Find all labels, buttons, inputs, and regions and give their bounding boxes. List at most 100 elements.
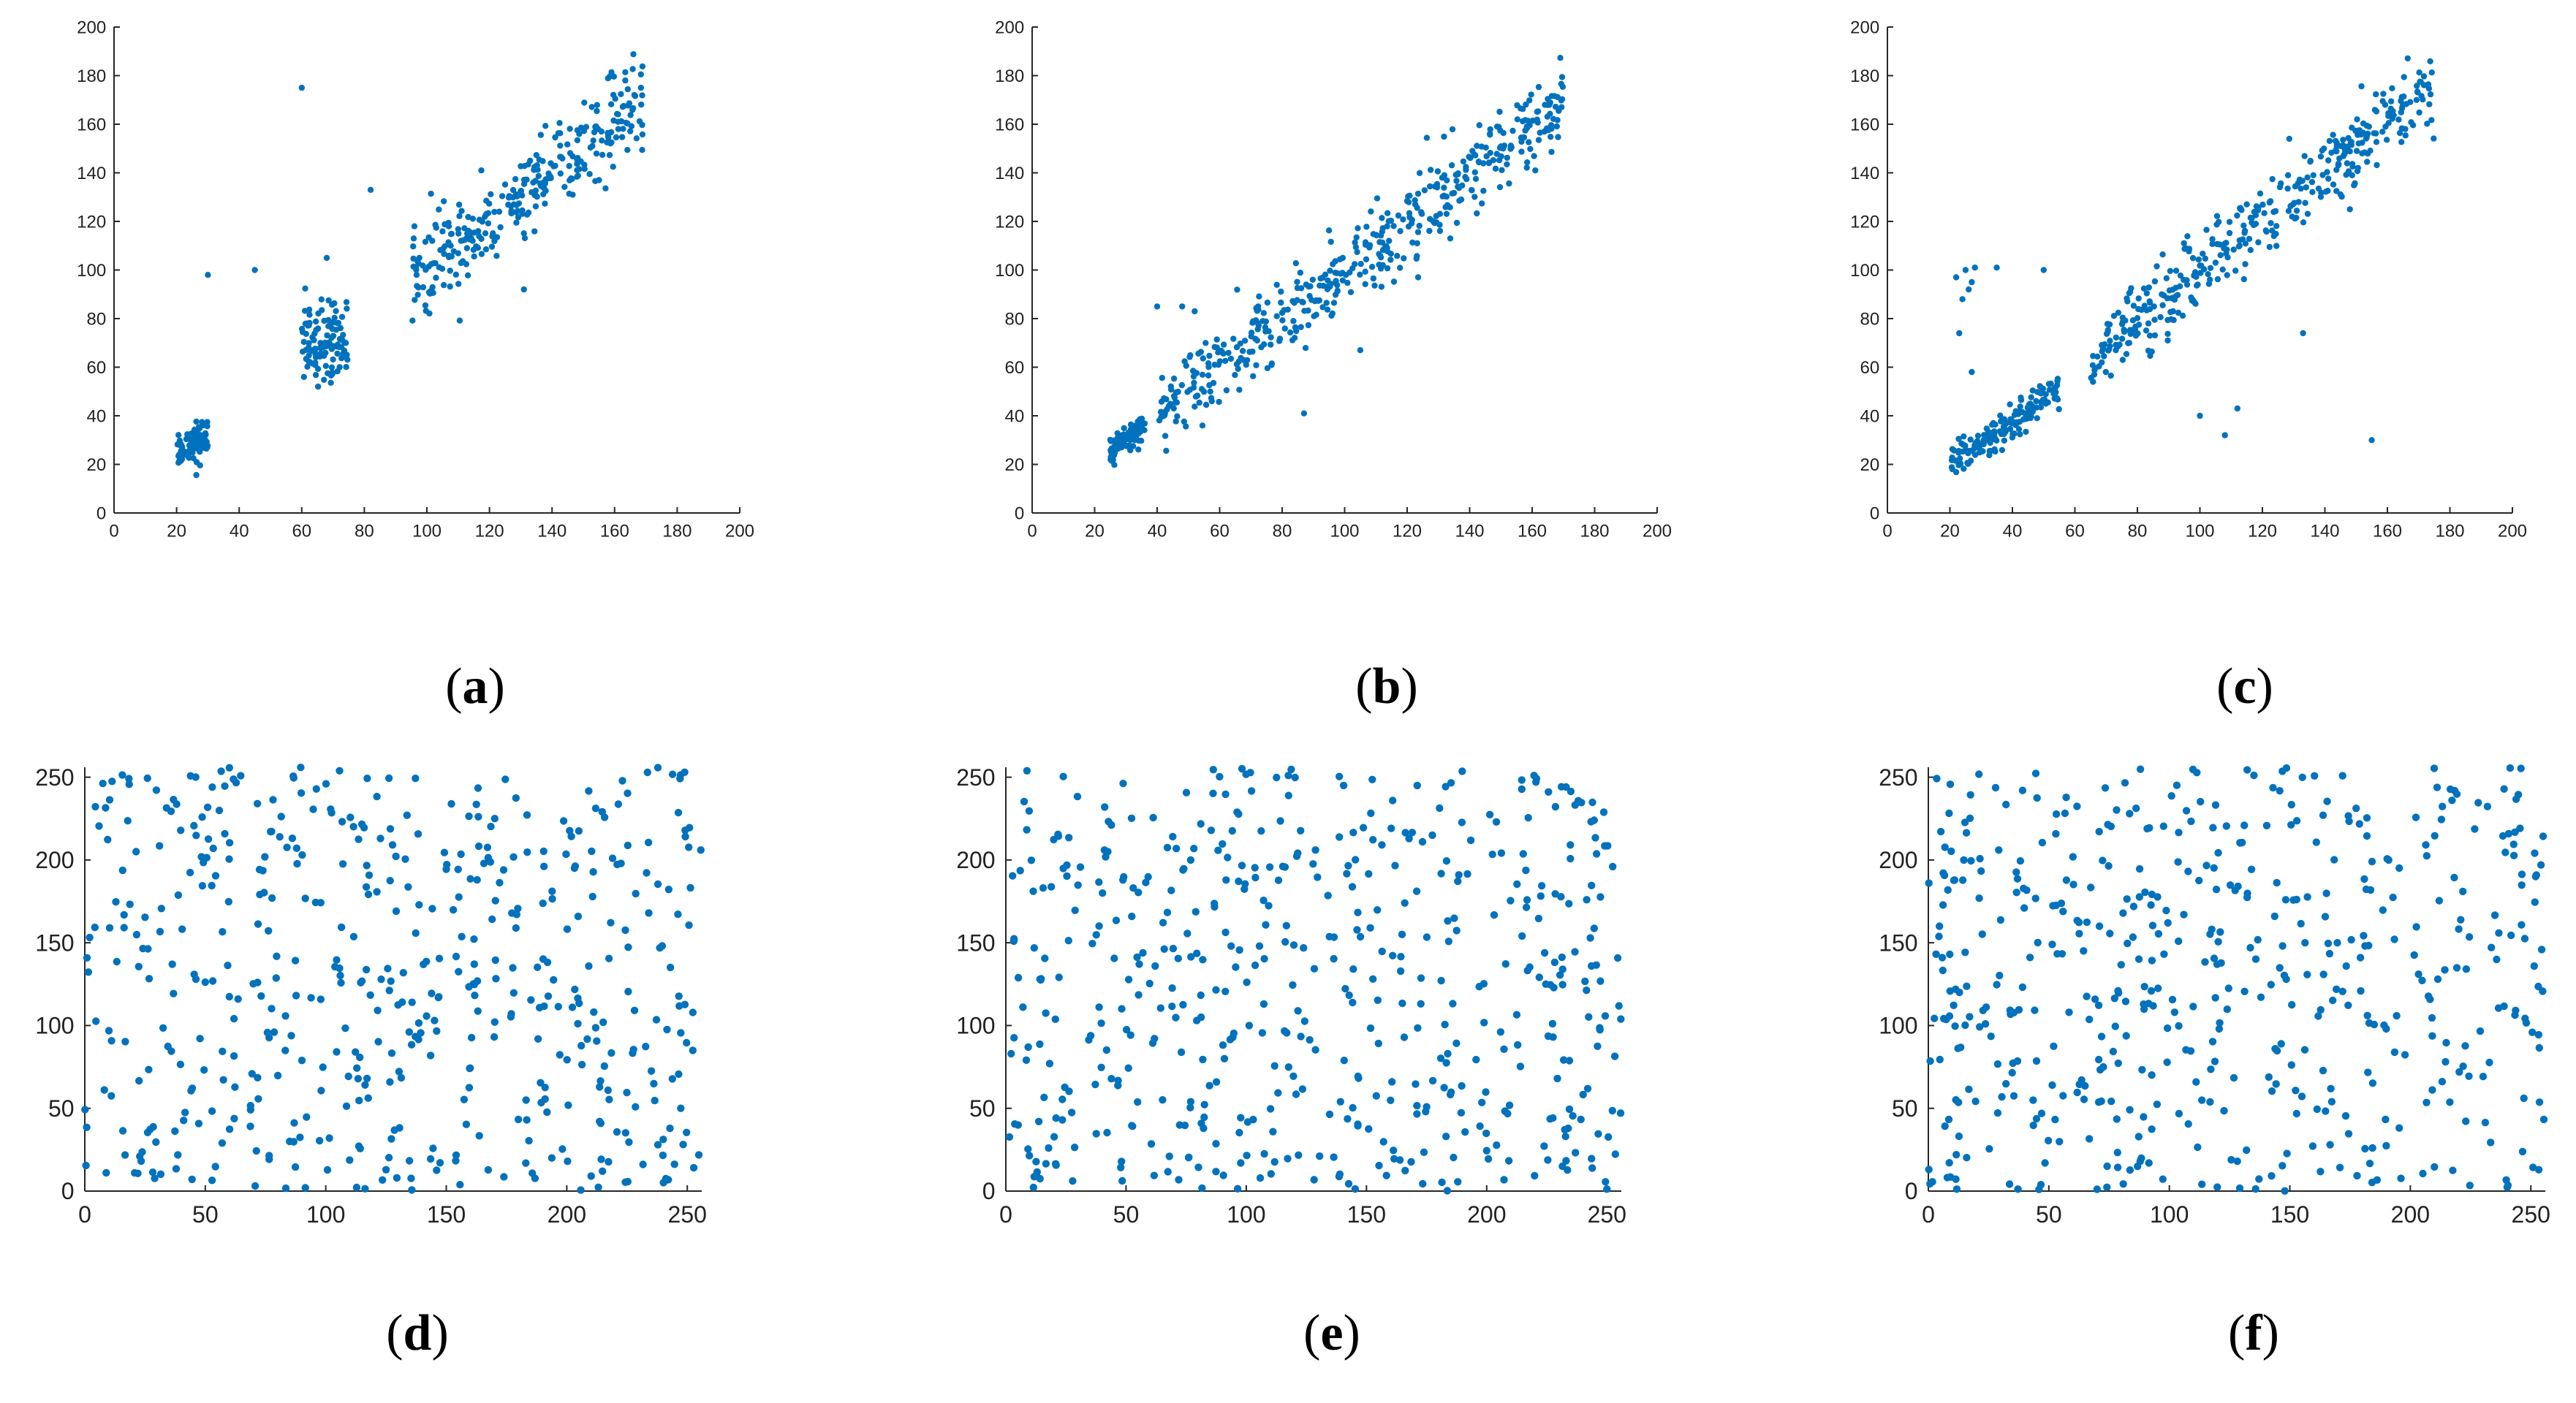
scatter-point — [91, 802, 99, 811]
scatter-point — [1412, 1080, 1420, 1088]
scatter-point — [2007, 401, 2013, 408]
scatter-point — [2163, 1058, 2171, 1066]
y-tick-label: 180 — [77, 66, 106, 86]
scatter-point — [2012, 422, 2019, 428]
scatter-point — [190, 455, 197, 462]
x-tick-label: 0 — [78, 1201, 91, 1228]
scatter-point — [401, 855, 409, 863]
scatter-point — [1471, 194, 1478, 200]
scatter-point — [200, 1066, 208, 1074]
scatter-point — [2053, 381, 2061, 389]
scatter-point — [2119, 1180, 2127, 1188]
scatter-point — [1453, 219, 1461, 227]
scatter-point — [2449, 1166, 2457, 1174]
scatter-point — [2048, 940, 2056, 948]
scatter-point — [2398, 139, 2405, 145]
scatter-point — [208, 977, 217, 985]
scatter-point — [1153, 303, 1161, 310]
scatter-point — [2425, 85, 2433, 92]
scatter-point — [1961, 818, 1969, 826]
scatter-point — [2518, 921, 2526, 929]
scatter-point — [677, 1104, 685, 1112]
scatter-point — [1961, 433, 1967, 440]
scatter-point — [2212, 259, 2219, 266]
scatter-point — [341, 1024, 349, 1033]
scatter-point — [1553, 123, 1560, 130]
scatter-point — [1414, 229, 1422, 235]
scatter-point — [2091, 995, 2099, 1003]
scatter-point — [1110, 437, 1117, 444]
scatter-point — [2420, 96, 2426, 103]
scatter-point — [355, 1142, 363, 1150]
scatter-point — [2461, 1042, 2469, 1050]
scatter-point — [1957, 460, 1964, 467]
scatter-point — [2217, 252, 2224, 259]
y-tick-label: 180 — [995, 66, 1024, 86]
scatter-point — [412, 1033, 420, 1041]
scatter-point — [363, 1074, 371, 1083]
scatter-point — [186, 442, 193, 449]
scatter-point — [2236, 839, 2244, 847]
scatter-point — [1349, 1103, 1357, 1112]
y-tick-label: 100 — [1879, 1013, 1917, 1039]
scatter-point — [569, 191, 576, 198]
y-tick-label: 0 — [1015, 503, 1024, 523]
scatter-point — [1138, 438, 1145, 444]
scatter-point — [290, 1119, 298, 1127]
scatter-point — [198, 813, 206, 821]
scatter-point — [1484, 1155, 1493, 1163]
scatter-point — [2027, 400, 2034, 407]
scatter-point — [2162, 906, 2170, 915]
scatter-point — [2336, 155, 2343, 162]
scatter-point — [2446, 1098, 2454, 1106]
scatter-point — [2176, 283, 2183, 289]
y-tick-label: 50 — [1892, 1095, 1918, 1122]
scatter-point — [2298, 773, 2306, 782]
scatter-point — [2224, 984, 2232, 992]
scatter-point — [2529, 1163, 2537, 1171]
scatter-point — [2307, 159, 2314, 165]
scatter-point — [613, 134, 620, 141]
scatter-point — [1975, 770, 1983, 778]
scatter-point — [1102, 1046, 1111, 1054]
scatter-point — [1199, 1055, 1207, 1064]
scatter-point — [2276, 964, 2284, 972]
scatter-point — [2170, 1008, 2179, 1016]
scatter-point — [2514, 791, 2523, 799]
scatter-point — [2360, 932, 2368, 940]
scatter-point — [557, 153, 564, 160]
scatter-point — [440, 281, 447, 289]
scatter-point — [186, 868, 194, 877]
scatter-point — [1609, 862, 1617, 871]
scatter-point — [613, 1128, 621, 1136]
scatter-point — [1036, 1174, 1044, 1183]
scatter-point — [2324, 169, 2330, 175]
scatter-point — [1258, 344, 1265, 351]
scatter-point — [1162, 408, 1168, 415]
scatter-point — [192, 445, 199, 452]
scatter-point — [1444, 1049, 1452, 1058]
scatter-point — [197, 462, 203, 468]
scatter-point — [1501, 1107, 1509, 1115]
scatter-point — [251, 1182, 260, 1190]
x-tick-label: 0 — [999, 1201, 1012, 1228]
x-tick-label: 100 — [2185, 521, 2214, 541]
scatter-point — [558, 1145, 567, 1153]
scatter-point — [513, 219, 520, 226]
scatter-point — [637, 71, 644, 78]
scatter-point — [2029, 1096, 2037, 1104]
scatter-point — [488, 191, 494, 197]
scatter-point — [1213, 336, 1220, 343]
scatter-point — [1186, 354, 1193, 360]
scatter-point — [2028, 394, 2034, 400]
scatter-point — [2175, 829, 2183, 837]
scatter-point — [571, 862, 580, 870]
scatter-point — [1129, 884, 1137, 892]
scatter-point — [1159, 919, 1167, 927]
scatter-point — [334, 368, 341, 375]
scatter-point — [2319, 172, 2326, 178]
scatter-point — [577, 124, 585, 131]
scatter-point — [496, 878, 504, 887]
scatter-point — [2389, 115, 2395, 122]
scatter-point — [1548, 148, 1555, 156]
